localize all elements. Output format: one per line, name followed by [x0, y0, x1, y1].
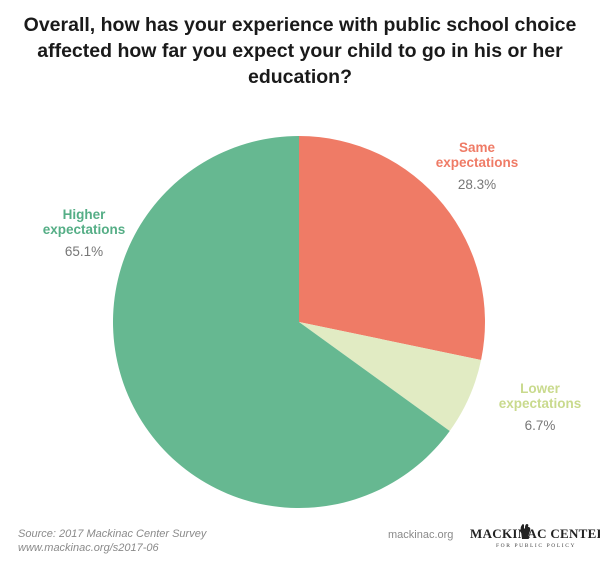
- pie-slice-higher-expectations: [113, 136, 450, 508]
- logo-tagline: FOR PUBLIC POLICY: [496, 543, 577, 549]
- mackinac-center-logo: MACKINAC CENTER FOR PUBLIC POLICY: [470, 522, 600, 552]
- slice-label: Same: [459, 140, 496, 155]
- pie-slices: [113, 136, 485, 508]
- pie-slice-same-expectations: [299, 136, 485, 360]
- slice-label: expectations: [436, 155, 519, 170]
- chart-title: Overall, how has your experience with pu…: [23, 14, 577, 88]
- pie-labels: Sameexpectations28.3%Lowerexpectations6.…: [43, 140, 582, 433]
- michigan-mitten-icon: [520, 524, 531, 539]
- source-note: Source: 2017 Mackinac Center Survey www.…: [18, 527, 206, 555]
- slice-label: Lower: [520, 381, 561, 396]
- site-link[interactable]: mackinac.org: [388, 529, 454, 541]
- logo-wordmark: MACKINAC CENTER: [470, 526, 600, 541]
- slice-label: Higher: [63, 207, 107, 222]
- pie-slice-lower-expectations: [299, 322, 482, 431]
- slice-label: expectations: [499, 396, 582, 411]
- slice-label: expectations: [43, 222, 126, 237]
- slice-value-label: 6.7%: [525, 418, 556, 433]
- source-url: www.mackinac.org/s2017-06: [18, 542, 159, 554]
- slice-value-label: 65.1%: [65, 244, 103, 259]
- slice-value-label: 28.3%: [458, 177, 496, 192]
- source-line: Source: 2017 Mackinac Center Survey: [18, 528, 207, 540]
